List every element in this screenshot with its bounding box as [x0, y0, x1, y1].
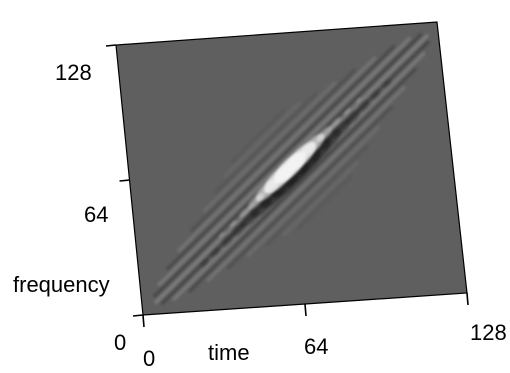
ridge-fringe — [202, 81, 337, 213]
y-tick-mark — [132, 314, 144, 317]
ridge-fringe — [282, 160, 360, 237]
ridge-trough — [370, 90, 381, 100]
ridge-fringe — [187, 67, 417, 293]
x-tick-label-0: 0 — [143, 346, 155, 371]
ridge-trough — [345, 110, 360, 125]
ridge-trough — [211, 247, 221, 257]
ridge-fringe — [296, 175, 352, 230]
x-axis-title: time — [208, 340, 250, 365]
y-axis — [105, 44, 144, 317]
ridge-crest — [343, 108, 351, 115]
x-tick-mark — [142, 314, 145, 328]
ridge-trough — [358, 100, 370, 112]
ridge-fringe — [223, 101, 301, 178]
ridge-fringe — [166, 45, 396, 271]
ridge-trough — [221, 234, 233, 247]
ridge-fringe — [226, 105, 393, 270]
ridge-fringe — [231, 108, 287, 163]
ridge-crest — [229, 220, 237, 228]
y-tick-mark — [119, 179, 130, 182]
ridge-trough — [383, 79, 391, 88]
x-tick-mark — [304, 303, 307, 317]
ridge-crest — [355, 97, 362, 103]
ridge-trough — [332, 119, 351, 138]
x-tick-label-64: 64 — [304, 334, 328, 359]
y-tick-mark — [105, 44, 117, 47]
ridge-crest — [316, 126, 333, 142]
ridge-fringe — [177, 56, 377, 252]
ridge-fringe — [157, 37, 411, 287]
y-tick-label-0: 0 — [114, 330, 126, 355]
ridge-crest — [218, 232, 225, 238]
x-axis — [142, 292, 469, 328]
ridge-fringe — [265, 144, 369, 246]
ridge-crest — [330, 117, 341, 128]
ridge-trough — [200, 259, 209, 267]
ridge-fringe — [206, 86, 406, 282]
ridge-fringe — [190, 68, 357, 233]
ridge-fringe — [214, 92, 318, 194]
y-axis-title: frequency — [13, 272, 110, 297]
ridge-fringe — [246, 125, 381, 257]
x-tick-mark — [466, 292, 469, 306]
y-tick-label-128: 128 — [55, 60, 92, 85]
ridge-crest — [239, 207, 250, 218]
y-tick-label-64: 64 — [84, 202, 108, 227]
surface-ridge — [153, 33, 430, 305]
x-tick-label-128: 128 — [470, 320, 507, 345]
